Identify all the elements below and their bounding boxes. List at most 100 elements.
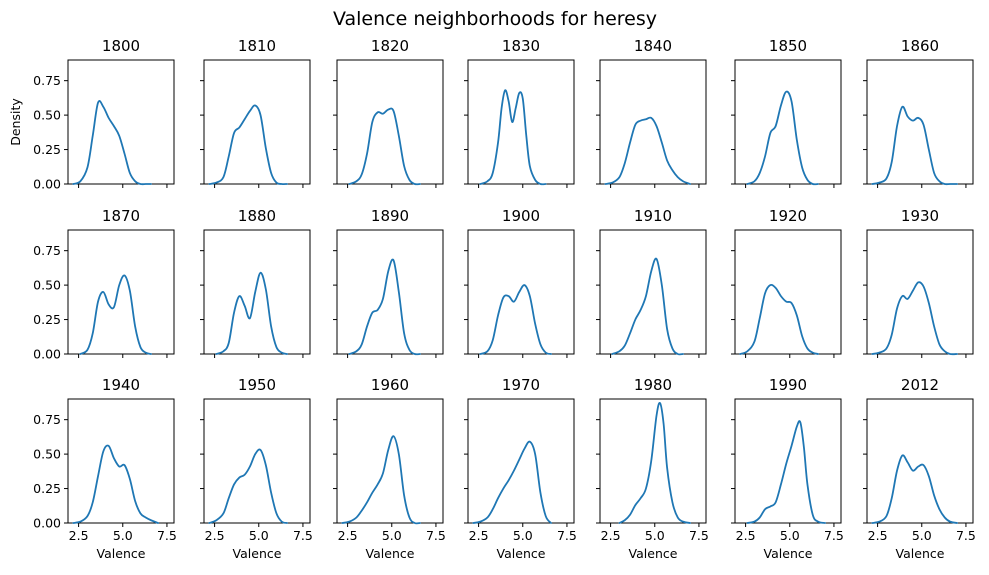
density-curve: [746, 90, 819, 186]
y-tick-label: 0.25: [33, 142, 61, 157]
x-tick-label: 7.5: [956, 528, 976, 543]
panel-frame: [599, 59, 707, 185]
density-curve: [618, 401, 691, 524]
x-axis-label: Valence: [233, 546, 282, 561]
x-tick-label: 2.5: [469, 528, 489, 543]
y-tick-label: 0.00: [33, 347, 61, 362]
panel-title: 1980: [634, 376, 672, 394]
panel-1830: 1830: [464, 37, 575, 188]
panel-title: 1870: [102, 207, 140, 225]
panel-1800: 1800 0.00 0.25 0.50 0.75 Density: [8, 37, 175, 192]
density-curve: [72, 100, 152, 186]
panel-title: 1840: [634, 37, 672, 55]
panel-1880: 1880: [200, 207, 311, 358]
panel-frame: [467, 229, 575, 355]
panel-frame: [336, 398, 444, 524]
x-tick-label: 2.5: [601, 528, 621, 543]
x-tick-label: 7.5: [157, 528, 177, 543]
x-tick-label: 7.5: [293, 528, 313, 543]
y-tick-label: 0.50: [33, 278, 61, 293]
density-curve: [479, 89, 547, 186]
density-curve: [746, 420, 826, 524]
panel-frame: [866, 229, 974, 355]
x-axis-label: Valence: [366, 546, 415, 561]
panel-title: 1800: [102, 37, 140, 55]
panel-2012: 2012 2.5 5.0 7.5 Valence: [863, 376, 976, 561]
density-curve: [208, 448, 288, 524]
panel-title: 1990: [769, 376, 807, 394]
panel-frame: [734, 59, 842, 185]
panel-1900: 1900: [464, 207, 575, 358]
panel-1990: 1990 2.5 5.0 7.5 Valence: [731, 376, 844, 561]
panel-title: 1850: [769, 37, 807, 55]
x-tick-label: 2.5: [205, 528, 225, 543]
panel-frame: [336, 59, 444, 185]
panel-frame: [203, 398, 311, 524]
panel-title: 1890: [371, 207, 409, 225]
y-tick-label: 0.25: [33, 481, 61, 496]
density-curve: [611, 257, 684, 356]
panel-frame: [67, 59, 175, 185]
panel-1860: 1860: [863, 37, 974, 188]
panel-frame: [866, 398, 974, 524]
panel-title: 1920: [769, 207, 807, 225]
density-curve: [348, 107, 421, 186]
density-curve: [79, 274, 152, 355]
x-tick-label: 5.0: [645, 528, 665, 543]
panel-1870: 1870 0.00 0.25 0.50 0.75: [33, 207, 175, 362]
panel-frame: [467, 59, 575, 185]
panel-frame: [336, 229, 444, 355]
x-tick-label: 5.0: [382, 528, 402, 543]
density-curve: [208, 104, 288, 186]
panel-frame: [734, 398, 842, 524]
panel-1980: 1980 2.5 5.0 7.5 Valence: [596, 376, 709, 561]
y-tick-label: 0.50: [33, 108, 61, 123]
panel-1970: 1970 2.5 5.0 7.5 Valence: [464, 376, 577, 561]
panel-title: 1940: [102, 376, 140, 394]
x-axis-label: Valence: [896, 546, 945, 561]
density-curve: [215, 271, 288, 355]
y-axis-label: Density: [8, 98, 23, 146]
panel-frame: [67, 398, 175, 524]
density-curve: [871, 105, 958, 186]
x-axis-label: Valence: [497, 546, 546, 561]
x-tick-label: 2.5: [736, 528, 756, 543]
panel-1930: 1930: [863, 207, 974, 358]
density-curve: [479, 284, 552, 355]
x-tick-label: 2.5: [69, 528, 89, 543]
density-curve: [348, 258, 421, 356]
panel-frame: [599, 229, 707, 355]
panel-title: 1830: [502, 37, 540, 55]
panel-title: 2012: [901, 376, 939, 394]
panel-title: 1960: [371, 376, 409, 394]
density-curve: [604, 116, 691, 185]
panel-1850: 1850: [731, 37, 842, 188]
y-tick-label: 0.00: [33, 516, 61, 531]
x-axis-label: Valence: [764, 546, 813, 561]
panel-1960: 1960 2.5 5.0 7.5 Valence: [333, 376, 446, 561]
x-tick-label: 7.5: [557, 528, 577, 543]
x-tick-label: 5.0: [249, 528, 269, 543]
x-tick-label: 2.5: [868, 528, 888, 543]
panel-title: 1810: [238, 37, 276, 55]
panel-1950: 1950 2.5 5.0 7.5 Valence: [200, 376, 313, 561]
panel-title: 1910: [634, 207, 672, 225]
x-axis-label: Valence: [629, 546, 678, 561]
panels-grid: 1800 0.00 0.25 0.50 0.75 Density 1810 1820 1830 1…: [8, 37, 976, 561]
panel-frame: [67, 229, 175, 355]
panel-title: 1860: [901, 37, 939, 55]
x-tick-label: 7.5: [689, 528, 709, 543]
x-tick-label: 2.5: [338, 528, 358, 543]
panel-frame: [203, 229, 311, 355]
y-tick-label: 0.75: [33, 412, 61, 427]
panel-1810: 1810: [200, 37, 311, 188]
density-curve: [871, 454, 958, 524]
x-tick-label: 7.5: [426, 528, 446, 543]
panel-frame: [599, 398, 707, 524]
panel-frame: [866, 59, 974, 185]
x-tick-label: 7.5: [824, 528, 844, 543]
panel-1940: 1940 2.5 5.0 7.5 0.00 0.25 0.50 0.75 Valence: [33, 376, 177, 561]
x-tick-label: 5.0: [513, 528, 533, 543]
density-curve: [739, 283, 819, 355]
